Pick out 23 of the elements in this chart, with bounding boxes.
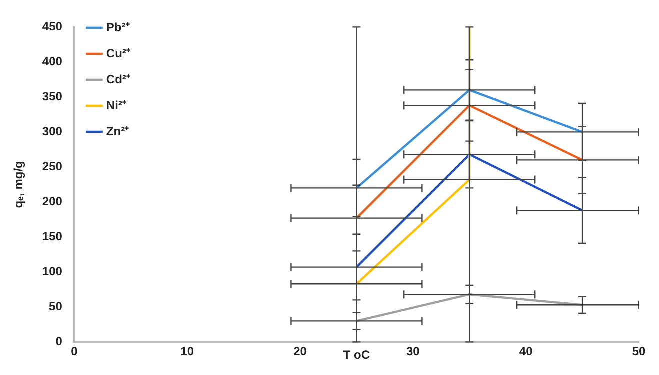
y-tick-label: 350 <box>42 90 63 104</box>
legend-label: Zn²⁺ <box>106 124 130 138</box>
y-tick-label: 200 <box>42 194 63 209</box>
y-tick-label: 450 <box>42 20 63 34</box>
y-axis-title: qₑ, mg/g <box>12 161 26 208</box>
x-tick-label: 20 <box>294 344 308 359</box>
y-tick-label: 400 <box>42 54 63 69</box>
legend-label: Ni²⁺ <box>106 98 126 112</box>
legend-label: Cd²⁺ <box>106 72 130 86</box>
x-tick-label: 10 <box>180 344 194 359</box>
x-axis-title: T oC <box>343 348 370 362</box>
x-tick-label: 30 <box>406 344 420 359</box>
legend-label: Pb²⁺ <box>106 20 130 34</box>
x-tick-label: 50 <box>632 344 646 359</box>
y-tick-label: 250 <box>42 160 63 174</box>
y-tick-label: 300 <box>42 124 63 139</box>
y-tick-label: 0 <box>56 334 63 349</box>
x-tick-label: 40 <box>519 344 534 359</box>
y-tick-label: 150 <box>42 230 63 244</box>
x-tick-label: 0 <box>71 344 78 359</box>
legend-label: Cu²⁺ <box>106 46 130 60</box>
y-tick-label: 50 <box>49 300 63 314</box>
y-tick-label: 100 <box>42 264 63 279</box>
